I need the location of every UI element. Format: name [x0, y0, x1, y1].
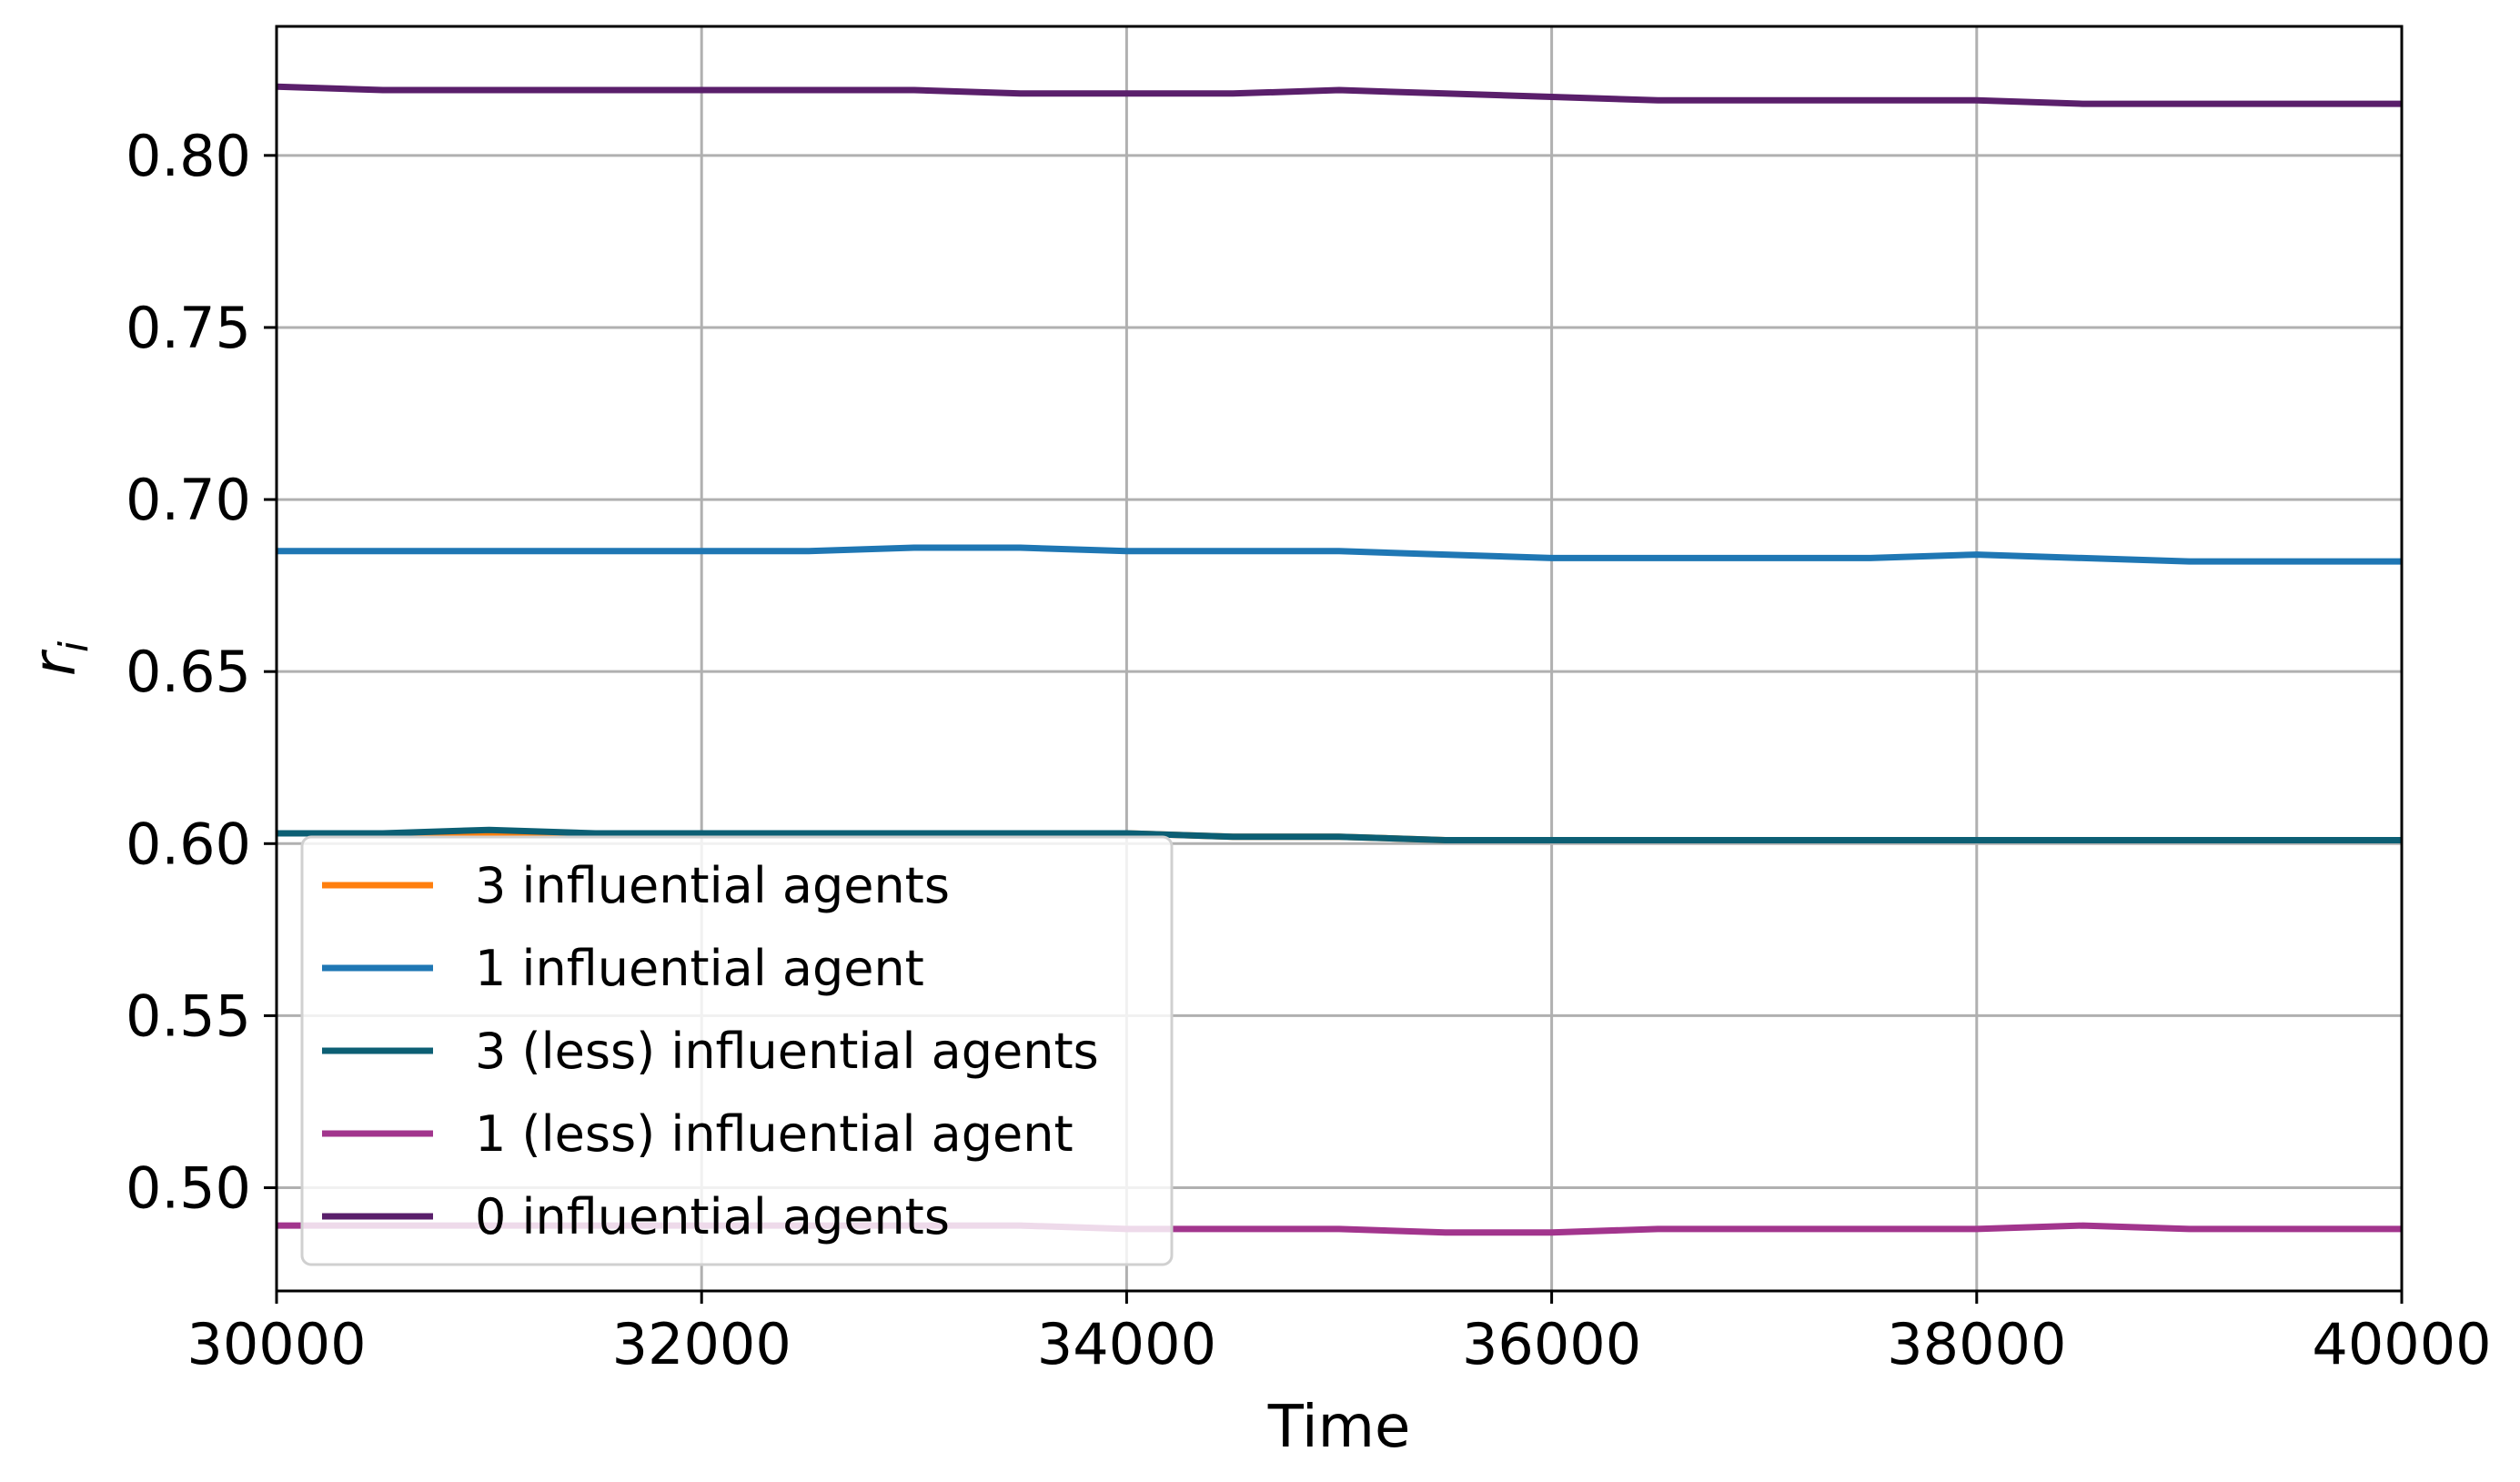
- y-axis-label: ri: [22, 640, 97, 676]
- x-tick-label: 40000: [2312, 1311, 2491, 1377]
- series-line-1-influential-agent: [277, 544, 2402, 565]
- y-tick-label: 0.75: [126, 295, 251, 361]
- x-axis-label: Time: [1267, 1394, 1411, 1461]
- legend: 3 influential agents 1 influential agent 3…: [300, 835, 1174, 1266]
- legend-label-1-less-influential-agent: 1 (less) influential agent: [475, 1105, 1074, 1163]
- legend-label-3-less-influential-agents: 3 (less) influential agents: [475, 1023, 1099, 1080]
- y-axis-label-subscript: i: [51, 640, 97, 652]
- series-line-0-influential-agents: [277, 83, 2402, 107]
- legend-box: [300, 835, 1174, 1266]
- plot-frame: [275, 25, 2404, 1293]
- y-axis-label-main: r: [22, 649, 89, 676]
- legend-label-3-influential-agents: 3 influential agents: [475, 857, 950, 914]
- y-tick-label: 0.50: [126, 1155, 251, 1222]
- series-line-3-less-influential-agents: [277, 826, 2402, 843]
- y-tick-label: 0.65: [126, 639, 251, 705]
- y-axis-ticks: 0.50 0.55 0.60 0.65 0.70 0.75 0.80: [126, 123, 277, 1222]
- legend-label-1-influential-agent: 1 influential agent: [475, 940, 924, 997]
- x-tick-label: 38000: [1887, 1311, 2066, 1377]
- x-tick-label: 34000: [1037, 1311, 1216, 1377]
- x-tick-label: 30000: [186, 1311, 366, 1377]
- x-tick-label: 36000: [1462, 1311, 1641, 1377]
- y-tick-label: 0.55: [126, 983, 251, 1049]
- y-tick-label: 0.70: [126, 467, 251, 533]
- y-tick-label: 0.60: [126, 811, 251, 877]
- y-tick-label: 0.80: [126, 123, 251, 189]
- x-tick-label: 32000: [612, 1311, 791, 1377]
- legend-label-0-influential-agents: 0 influential agents: [475, 1188, 950, 1245]
- series-lines: [277, 83, 2402, 1236]
- x-axis-ticks: 30000 32000 34000 36000 38000 40000: [186, 1291, 2492, 1377]
